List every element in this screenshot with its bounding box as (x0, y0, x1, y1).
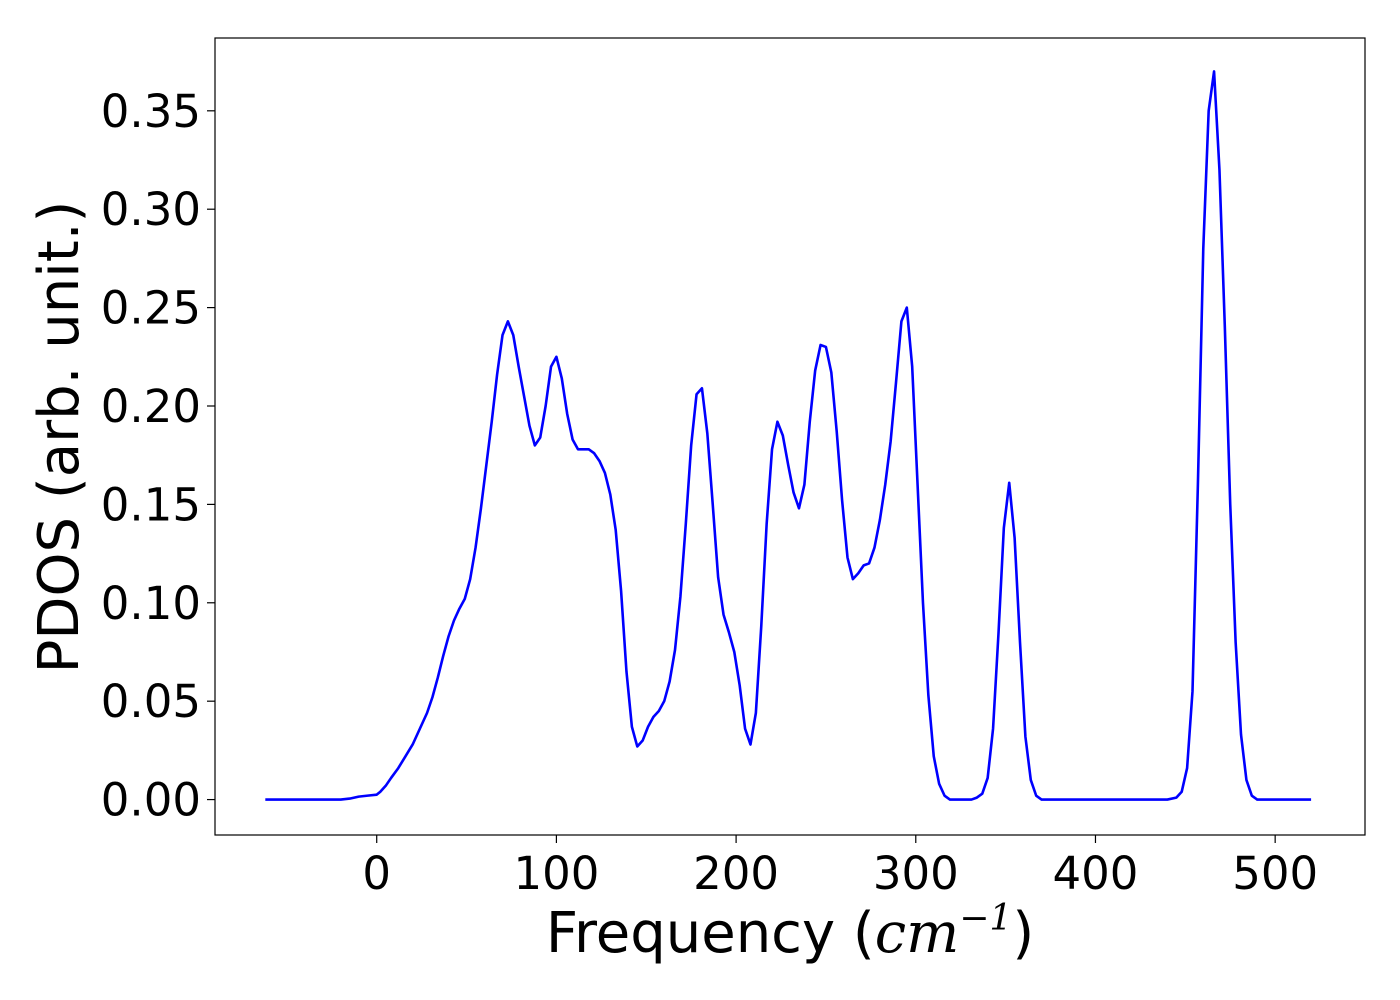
x-tick-label: 0 (362, 847, 391, 900)
x-tick-label: 400 (1053, 847, 1139, 900)
x-tick-label: 100 (513, 847, 599, 900)
x-axis-unit: cm (875, 901, 959, 966)
x-axis-title-text: Frequency (546, 901, 835, 966)
x-tick-label: 200 (693, 847, 779, 900)
y-tick-label: 0.30 (101, 183, 201, 236)
plot-area-frame (214, 37, 1366, 836)
x-tick-label: 300 (873, 847, 959, 900)
y-axis-ticks: 0.00 0.05 0.10 0.15 0.20 0.25 0.30 0.35 (101, 85, 215, 827)
y-tick-label: 0.10 (101, 577, 201, 630)
y-tick-label: 0.20 (101, 380, 201, 433)
pdos-curve (265, 70, 1312, 801)
y-tick-label: 0.15 (101, 478, 201, 531)
x-axis-ticks: 0 100 200 300 400 500 (362, 835, 1318, 900)
x-tick-label: 500 (1232, 847, 1318, 900)
x-axis-title: Frequency (cm−1) (546, 898, 1034, 966)
y-tick-label: 0.35 (101, 85, 201, 138)
x-axis-unit-exponent: −1 (959, 898, 1012, 939)
y-tick-label: 0.25 (101, 282, 201, 335)
y-axis-title: PDOS (arb. unit.) (27, 201, 92, 674)
y-tick-label: 0.05 (101, 675, 201, 728)
y-tick-label: 0.00 (101, 774, 201, 827)
